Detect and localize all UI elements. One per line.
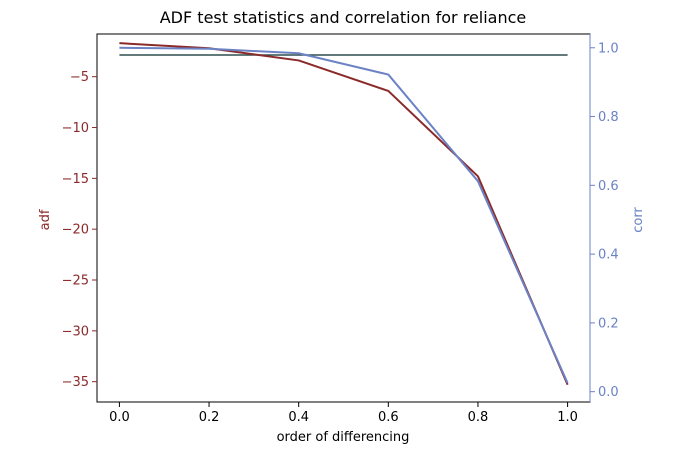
x-axis-label: order of differencing xyxy=(277,430,410,445)
x-tick-label: 0.0 xyxy=(109,410,130,425)
right-y-tick-label: 0.6 xyxy=(598,179,619,194)
x-tick-label: 0.4 xyxy=(288,410,309,425)
x-tick-label: 0.6 xyxy=(378,410,399,425)
plot-area: 0.0 0.2 0.4 0.6 0.8 1.0 −5 −10 −15 −20 −25 −30 −35 0.… xyxy=(62,33,619,425)
corr-series-line xyxy=(119,46,569,384)
x-tick-label: 1.0 xyxy=(557,410,578,425)
left-y-tick-label: −5 xyxy=(70,70,89,85)
right-axis-label: corr xyxy=(631,207,646,233)
left-y-tick-label: −25 xyxy=(62,274,89,289)
right-y-tick-label: 0.8 xyxy=(598,110,619,125)
x-tick-label: 0.2 xyxy=(199,410,220,425)
right-y-tick-label: 0.4 xyxy=(598,248,619,263)
x-tick-label: 0.8 xyxy=(468,410,489,425)
left-y-tick-label: −35 xyxy=(62,375,89,390)
right-y-tick-label: 0.2 xyxy=(598,316,619,331)
left-y-tick-label: −15 xyxy=(62,172,89,187)
left-y-tick-label: −30 xyxy=(62,324,89,339)
plot-frame xyxy=(96,33,591,403)
left-y-tick-label: −20 xyxy=(62,223,89,238)
right-y-tick-label: 1.0 xyxy=(598,41,619,56)
chart-title: ADF test statistics and correlation for … xyxy=(160,8,527,27)
adf-series-line xyxy=(119,42,569,386)
left-axis-label: adf xyxy=(38,209,53,230)
right-y-tick-label: 0.0 xyxy=(598,385,619,400)
left-y-tick-label: −10 xyxy=(62,121,89,136)
